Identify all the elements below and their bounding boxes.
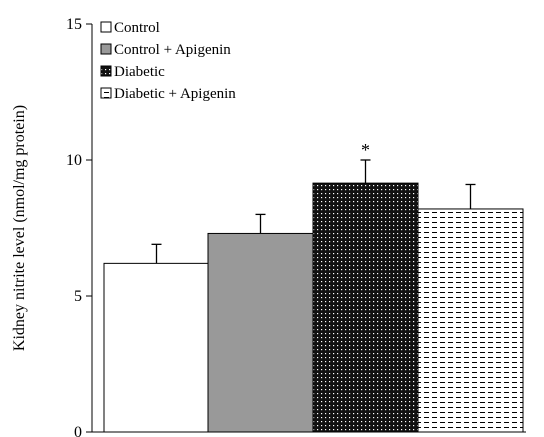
- y-ticks: 0 5 10 15: [66, 16, 92, 437]
- legend-label: Control + Apigenin: [114, 42, 231, 58]
- legend-swatch: [100, 21, 112, 33]
- legend-label: Control: [114, 20, 160, 36]
- legend: Control Control + Apigenin Diabetic Diabeti…: [100, 20, 236, 102]
- y-tick-label: 0: [74, 424, 82, 437]
- y-tick-label: 5: [74, 288, 82, 305]
- bars: [103, 182, 524, 433]
- legend-swatch: [100, 87, 112, 99]
- bar: [103, 262, 210, 433]
- legend-label: Diabetic: [114, 64, 165, 80]
- bar: [312, 182, 419, 433]
- error-bars: [151, 159, 476, 264]
- bar: [417, 208, 524, 433]
- annotations: *: [361, 140, 370, 160]
- bar: [207, 232, 314, 433]
- y-tick-label: 10: [66, 152, 82, 169]
- y-tick-label: 15: [66, 16, 82, 33]
- legend-label: Diabetic + Apigenin: [114, 86, 236, 102]
- significance-marker: *: [361, 140, 370, 160]
- y-axis-title: Kidney nitrite level (nmol/mg protein): [11, 105, 28, 351]
- legend-swatch: [100, 65, 112, 77]
- legend-swatch: [100, 43, 112, 55]
